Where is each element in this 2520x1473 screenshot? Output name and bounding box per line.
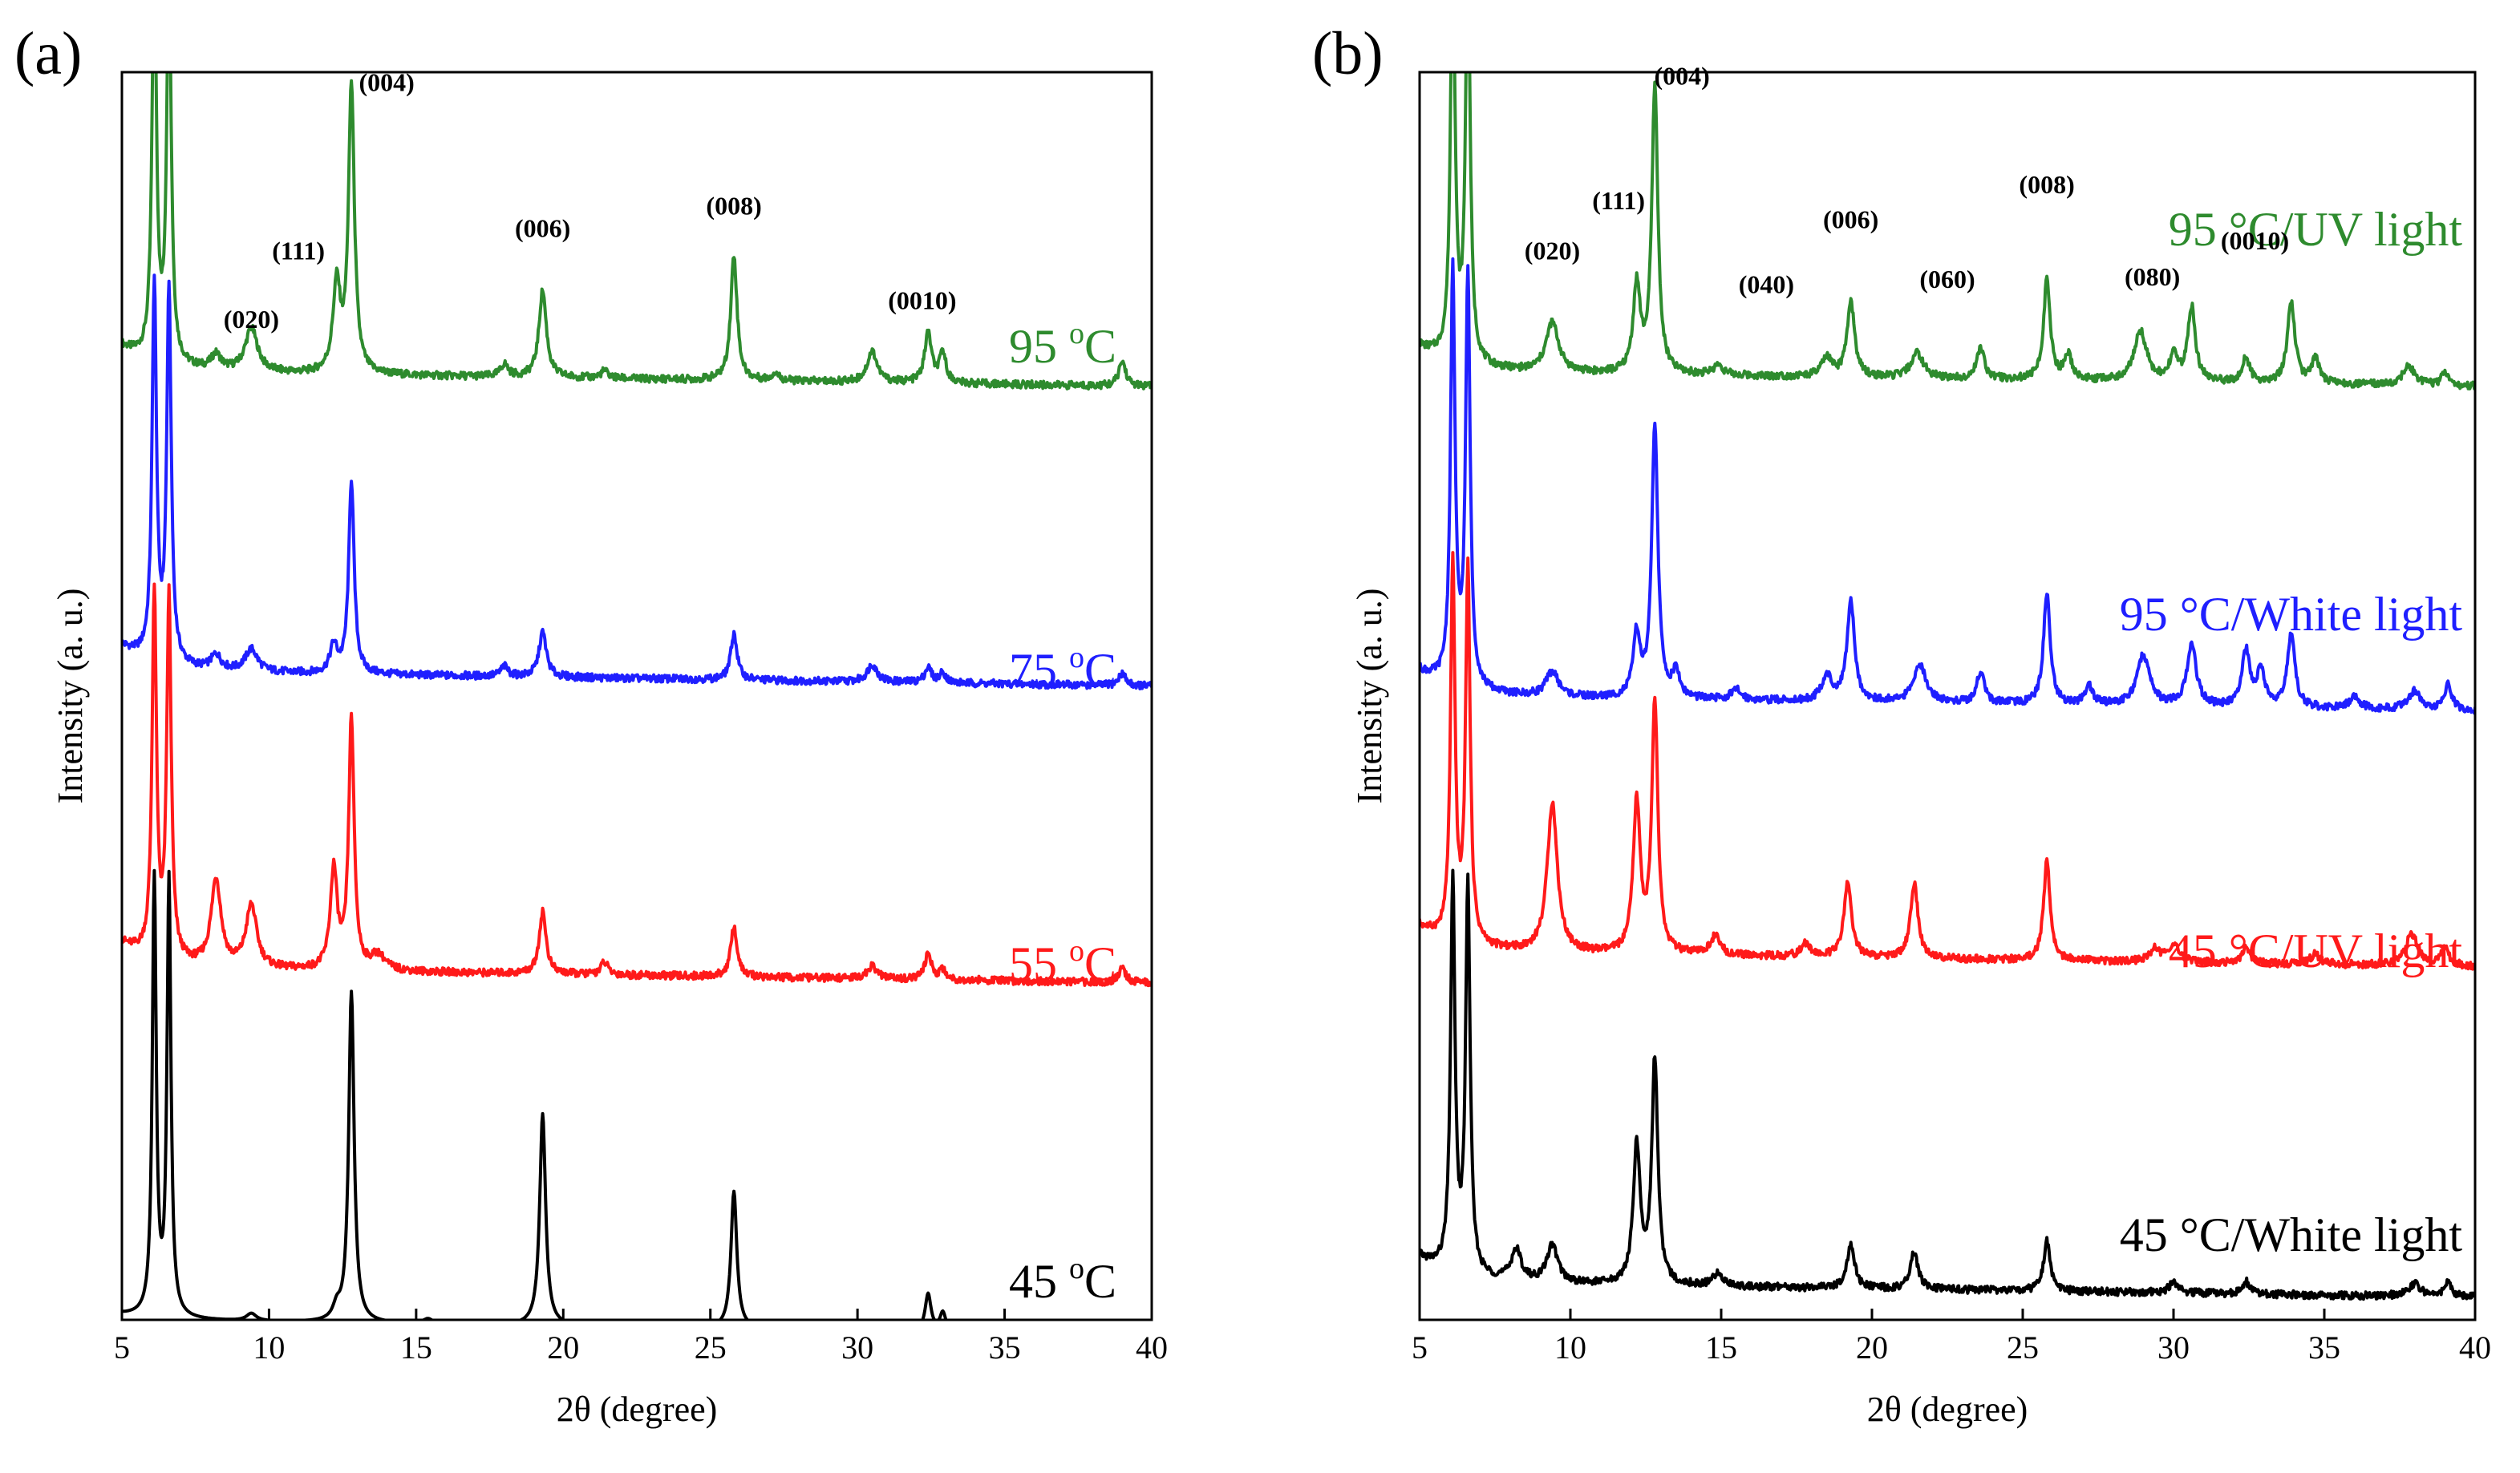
peak-label-a-2: (004) xyxy=(359,67,415,96)
series-line-b-45-UV xyxy=(1420,551,2475,971)
x-tick-label-a-30: 30 xyxy=(841,1329,873,1366)
peak-label-a-5: (0010) xyxy=(888,286,956,315)
peak-label-b-1: (111) xyxy=(1592,186,1645,215)
series-label-a-55: 55 oC xyxy=(1009,934,1116,990)
series-label-b-45-White: 45 °C/White light xyxy=(2120,1208,2463,1261)
x-tick-label-b-30: 30 xyxy=(2157,1329,2190,1366)
x-tick-label-a-25: 25 xyxy=(695,1329,727,1366)
series-label-b-45-UV: 45 °C/UV light xyxy=(2169,925,2463,977)
peak-label-a-1: (111) xyxy=(272,236,325,265)
series-label-a-75: 75 oC xyxy=(1009,641,1116,697)
x-tick-label-b-15: 15 xyxy=(1705,1329,1737,1366)
x-tick-label-a-5: 5 xyxy=(114,1329,130,1366)
peak-label-b-5: (060) xyxy=(1919,265,1975,293)
series-line-a-95 xyxy=(122,72,1152,391)
peak-label-b-7: (080) xyxy=(2125,262,2180,291)
series-line-b-95-UV xyxy=(1420,72,2475,391)
x-tick-label-a-35: 35 xyxy=(989,1329,1021,1366)
peak-label-b-3: (040) xyxy=(1739,269,1794,298)
series-line-b-95-White xyxy=(1420,257,2475,715)
peak-label-a-4: (008) xyxy=(706,191,761,220)
x-tick-label-a-20: 20 xyxy=(547,1329,579,1366)
panel-b: (b) 95 °C/UV light 95 °C/White light 45 °C/… xyxy=(1312,20,2491,1429)
x-tick-label-b-20: 20 xyxy=(1856,1329,1888,1366)
peak-label-b-0: (020) xyxy=(1525,236,1580,265)
panel-label-a: (a) xyxy=(14,20,82,87)
plot-frame-b xyxy=(1418,71,2477,1321)
x-tick-label-a-15: 15 xyxy=(400,1329,432,1366)
peak-label-a-0: (020) xyxy=(224,305,279,334)
peak-label-b-4: (006) xyxy=(1823,205,1878,234)
x-tick-label-b-40: 40 xyxy=(2459,1329,2491,1366)
x-tick-label-a-40: 40 xyxy=(1136,1329,1168,1366)
peak-label-b-2: (004) xyxy=(1654,62,1709,91)
series-line-a-75 xyxy=(122,273,1152,690)
series-label-b-95-UV: 95 °C/UV light xyxy=(2169,203,2463,256)
plot-frame-a xyxy=(120,71,1153,1321)
series-line-b-45-White xyxy=(1420,868,2475,1301)
series-line-a-55 xyxy=(122,582,1152,988)
x-tick-label-b-25: 25 xyxy=(2007,1329,2039,1366)
panel-a: (a) 95 oC 75 oC 55 oC 45 oC 5 10 15 20 25 30 35 40 2θ… xyxy=(14,20,1168,1429)
x-tick-label-b-35: 35 xyxy=(2308,1329,2340,1366)
x-tick-label-b-10: 10 xyxy=(1554,1329,1586,1366)
x-tick-label-a-10: 10 xyxy=(253,1329,285,1366)
series-label-a-45: 45 oC xyxy=(1009,1252,1116,1308)
panel-label-b: (b) xyxy=(1312,20,1384,87)
x-tick-label-b-5: 5 xyxy=(1412,1329,1428,1366)
peak-label-b-8: (0010) xyxy=(2221,226,2289,255)
y-axis-title-a: Intensity (a. u.) xyxy=(51,589,90,804)
x-axis-title-b: 2θ (degree) xyxy=(1867,1390,2028,1429)
series-label-b-95-White: 95 °C/White light xyxy=(2120,588,2463,641)
peak-label-b-6: (008) xyxy=(2019,170,2074,199)
series-label-a-95: 95 oC xyxy=(1009,317,1116,373)
y-axis-title-b: Intensity (a. u.) xyxy=(1350,589,1389,804)
x-axis-title-a: 2θ (degree) xyxy=(557,1390,718,1429)
peak-label-a-3: (006) xyxy=(515,213,570,242)
